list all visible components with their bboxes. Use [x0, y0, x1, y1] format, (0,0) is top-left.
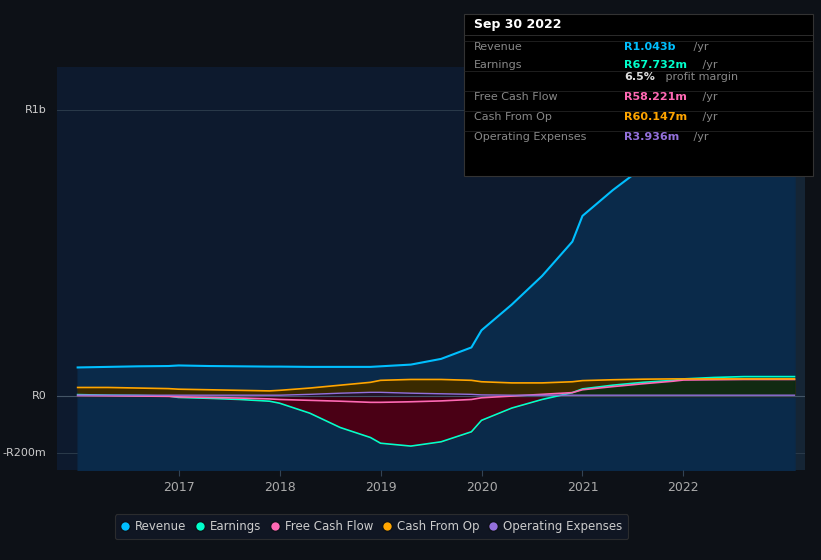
Text: R60.147m: R60.147m: [624, 113, 687, 123]
Text: R67.732m: R67.732m: [624, 60, 687, 71]
Text: Cash From Op: Cash From Op: [474, 113, 552, 123]
Text: /yr: /yr: [690, 43, 709, 53]
Text: /yr: /yr: [699, 113, 718, 123]
Text: 6.5%: 6.5%: [624, 72, 655, 82]
Text: Revenue: Revenue: [474, 43, 522, 53]
Text: Free Cash Flow: Free Cash Flow: [474, 92, 557, 102]
Text: /yr: /yr: [699, 60, 718, 71]
Text: Operating Expenses: Operating Expenses: [474, 132, 586, 142]
Text: Earnings: Earnings: [474, 60, 522, 71]
Text: Sep 30 2022: Sep 30 2022: [474, 18, 562, 31]
Legend: Revenue, Earnings, Free Cash Flow, Cash From Op, Operating Expenses: Revenue, Earnings, Free Cash Flow, Cash …: [115, 514, 628, 539]
Text: R3.936m: R3.936m: [624, 132, 679, 142]
Text: R1b: R1b: [25, 105, 46, 115]
Text: R0: R0: [31, 391, 46, 401]
Text: -R200m: -R200m: [2, 448, 46, 458]
Text: R58.221m: R58.221m: [624, 92, 687, 102]
Bar: [683, 67, 805, 470]
Text: R1.043b: R1.043b: [624, 43, 676, 53]
Text: profit margin: profit margin: [662, 72, 738, 82]
Text: /yr: /yr: [690, 132, 709, 142]
Text: /yr: /yr: [699, 92, 718, 102]
